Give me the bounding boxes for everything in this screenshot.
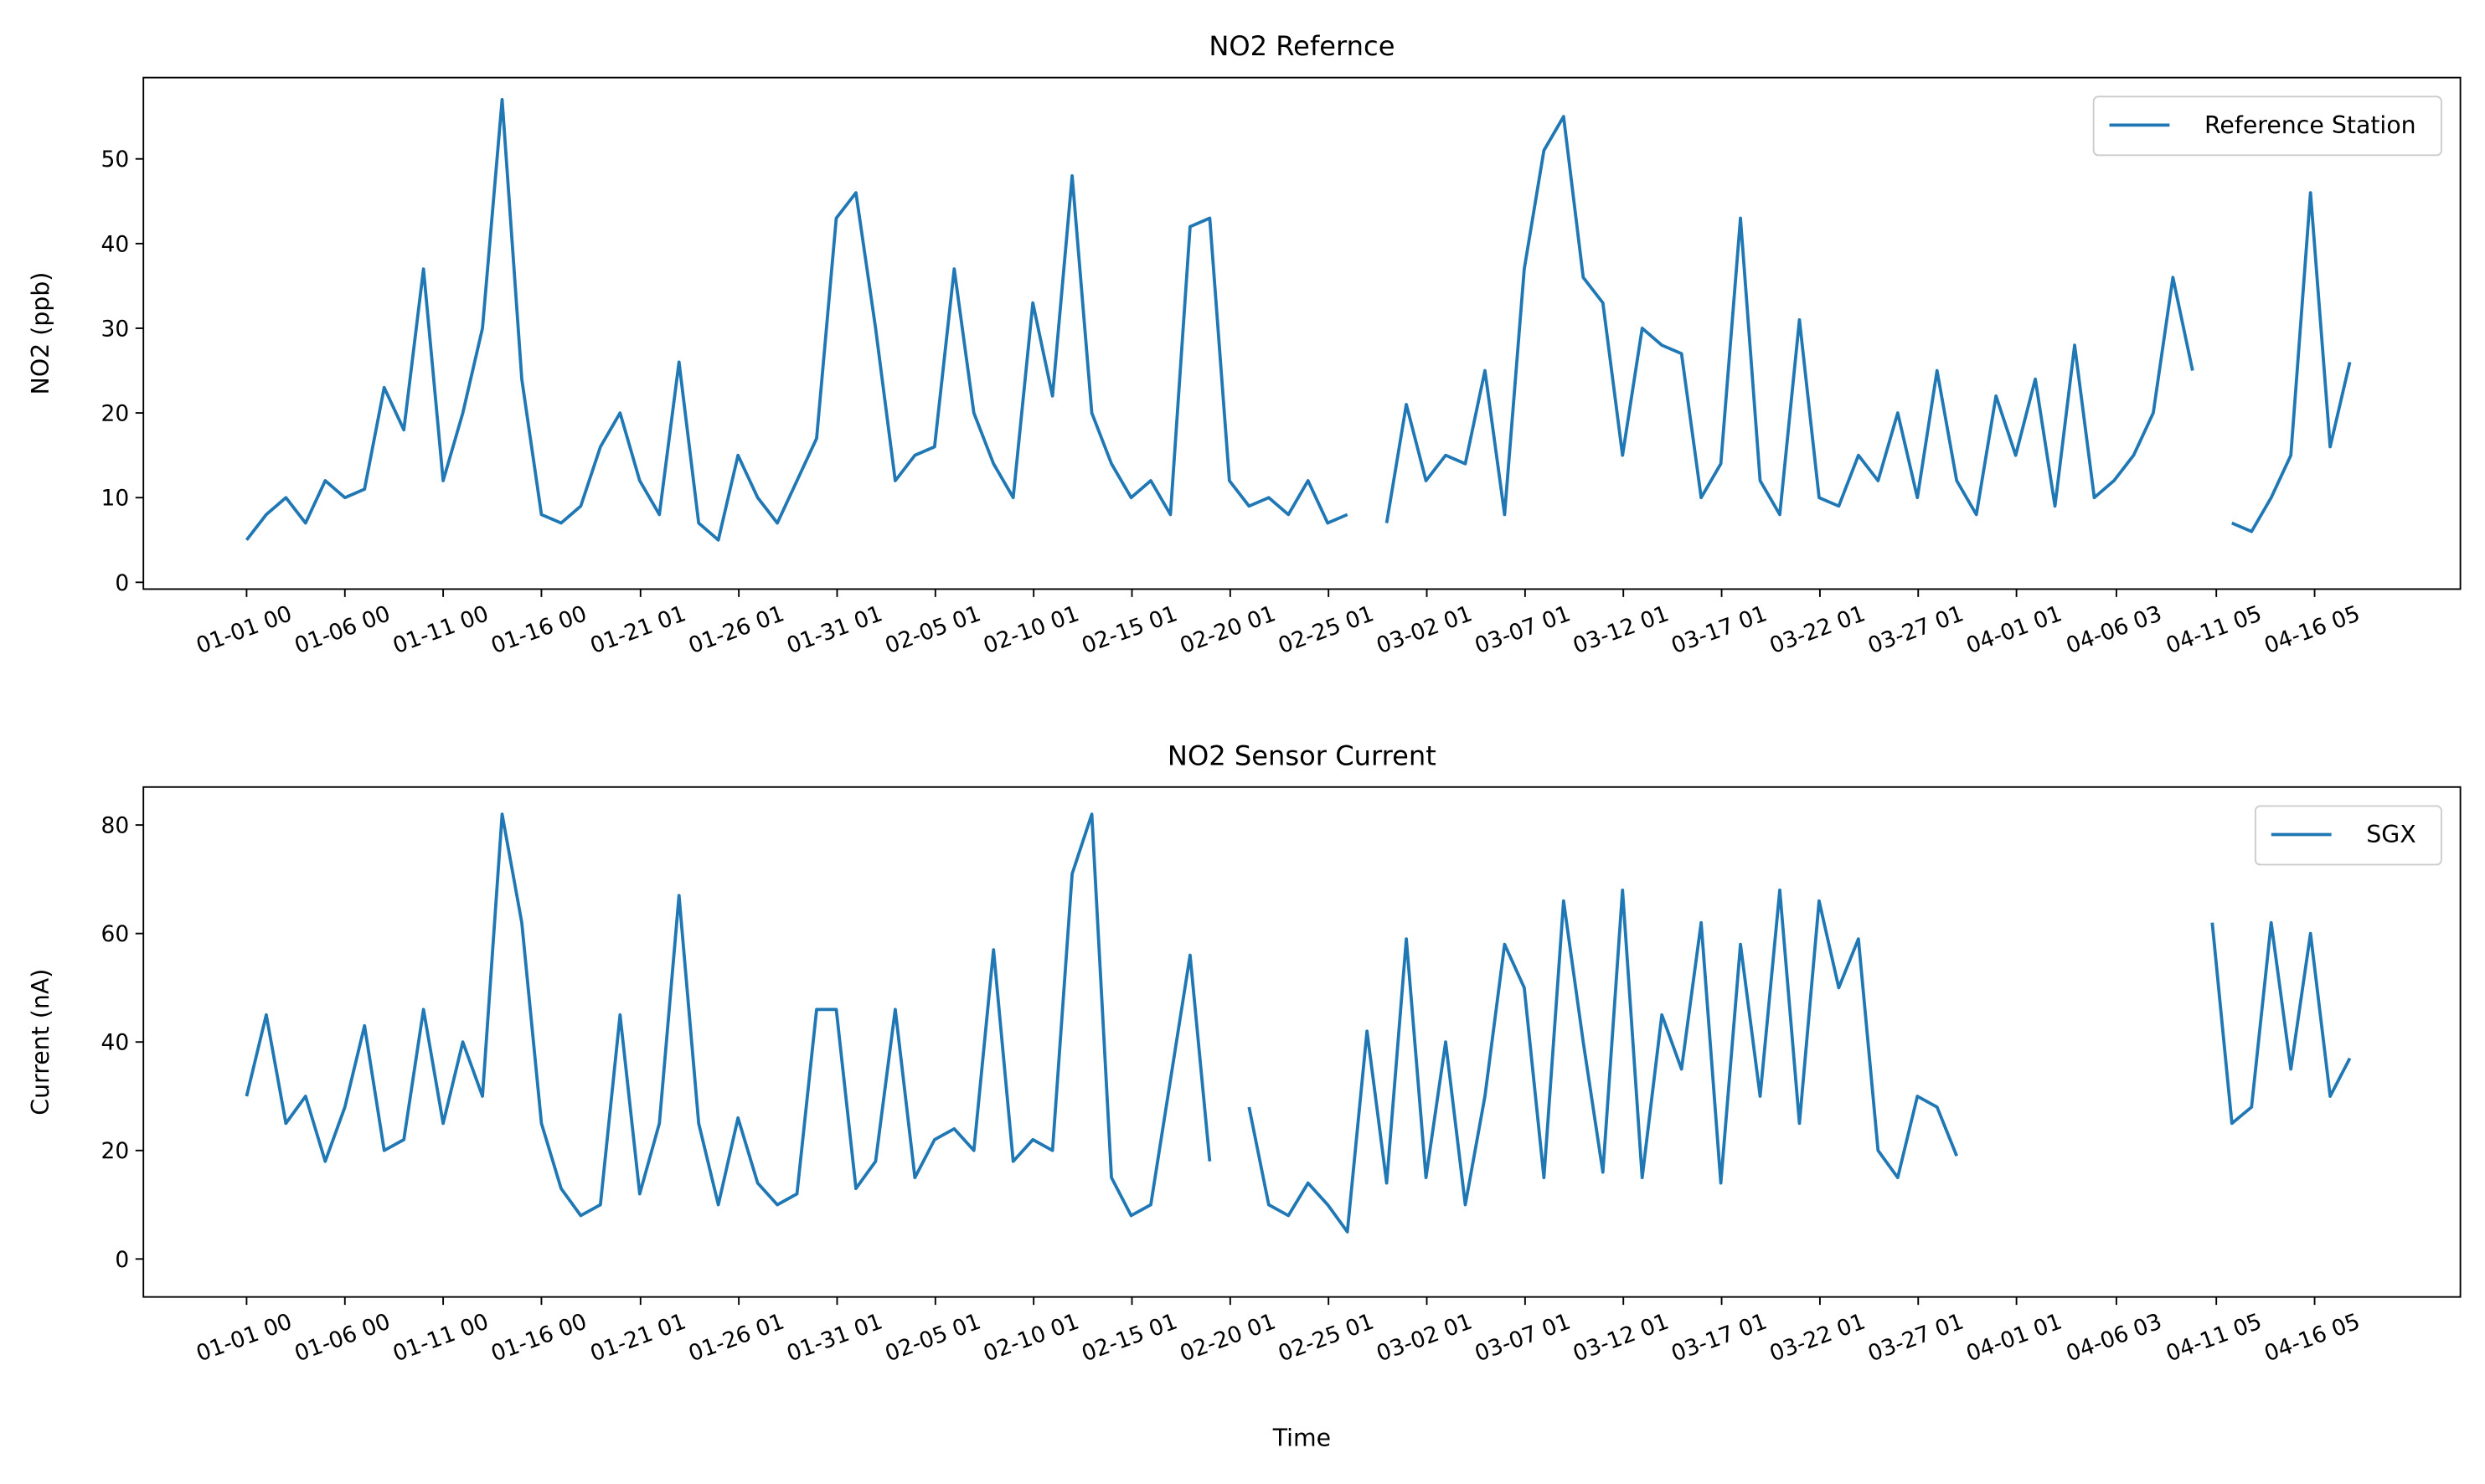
y-tick-label: 50: [101, 147, 130, 173]
y-tick-label: 60: [101, 921, 130, 947]
x-tick-label: 04-06 03: [2063, 600, 2165, 659]
x-tick-label: 02-05 01: [882, 600, 984, 659]
x-tick-label: 01-31 01: [783, 600, 885, 659]
y-tick-label: 40: [101, 231, 130, 257]
x-tick-label: 03-02 01: [1373, 600, 1475, 659]
y-tick-label: 30: [101, 316, 130, 342]
x-tick-label: 01-21 01: [587, 1308, 689, 1367]
legend-label: SGX: [2366, 821, 2415, 848]
x-tick-label: 01-31 01: [783, 1308, 885, 1367]
x-tick-label: 04-16 05: [2261, 1308, 2363, 1367]
x-tick-label: 03-02 01: [1373, 1308, 1475, 1367]
x-tick-label: 02-25 01: [1275, 1308, 1377, 1367]
x-tick-label: 02-15 01: [1078, 600, 1180, 659]
x-tick-label: 03-17 01: [1668, 1308, 1770, 1367]
x-tick-label: 03-17 01: [1668, 600, 1770, 659]
y-axis-label: NO2 (ppb): [27, 272, 54, 395]
y-tick-label: 20: [101, 1138, 130, 1164]
x-tick-label: 03-07 01: [1472, 600, 1574, 659]
x-tick-label: 01-16 00: [487, 1308, 590, 1367]
legend-label: Reference Station: [2204, 111, 2416, 139]
x-tick-label: 01-26 01: [685, 600, 787, 659]
x-tick-label: 01-21 01: [587, 600, 689, 659]
x-tick-label: 04-01 01: [1962, 600, 2065, 659]
legend: Reference Station: [2092, 95, 2442, 157]
x-tick-label: 03-22 01: [1766, 1308, 1869, 1367]
y-tick-label: 80: [101, 813, 130, 839]
y-tick-label: 0: [115, 570, 129, 596]
x-tick-label: 02-15 01: [1078, 1308, 1180, 1367]
x-tick-label: 01-16 00: [487, 600, 590, 659]
x-tick-label: 02-10 01: [980, 600, 1082, 659]
x-tick-label: 01-26 01: [685, 1308, 787, 1367]
x-tick-label: 01-11 00: [389, 600, 492, 659]
x-tick-label: 01-06 00: [291, 1308, 394, 1367]
y-tick-label: 0: [115, 1247, 129, 1273]
y-tick-label: 10: [101, 486, 130, 512]
x-tick-label: 04-06 03: [2063, 1308, 2165, 1367]
data-line: [245, 98, 2352, 542]
y-tick-label: 40: [101, 1030, 130, 1056]
x-tick-label: 04-11 05: [2163, 600, 2265, 659]
x-tick-label: 02-20 01: [1177, 600, 1279, 659]
x-tick-label: 02-25 01: [1275, 600, 1377, 659]
x-tick-label: 01-01 00: [193, 600, 295, 659]
x-tick-label: 03-22 01: [1766, 600, 1869, 659]
x-axis-label: Time: [1272, 1424, 1331, 1451]
x-tick-label: 01-06 00: [291, 600, 394, 659]
legend-frame: [2254, 805, 2442, 866]
x-tick-label: 01-01 00: [193, 1308, 295, 1367]
chart-title: NO2 Sensor Current: [1168, 739, 1436, 771]
x-tick-label: 04-16 05: [2261, 600, 2363, 659]
axes-frame: [142, 76, 2462, 590]
chart-title: NO2 Refernce: [1209, 30, 1395, 62]
data-line: [245, 812, 2352, 1234]
x-tick-label: 02-10 01: [980, 1308, 1082, 1367]
x-tick-label: 03-27 01: [1864, 1308, 1967, 1367]
x-tick-label: 03-27 01: [1864, 600, 1967, 659]
x-tick-label: 01-11 00: [389, 1308, 492, 1367]
y-tick-label: 20: [101, 401, 130, 427]
axes-frame: [142, 786, 2462, 1298]
x-tick-label: 04-11 05: [2163, 1308, 2265, 1367]
x-tick-label: 02-20 01: [1177, 1308, 1279, 1367]
x-tick-label: 03-12 01: [1570, 600, 1672, 659]
x-tick-label: 04-01 01: [1962, 1308, 2065, 1367]
legend: SGX: [2254, 805, 2442, 866]
y-axis-label: Current (nA): [27, 969, 54, 1116]
x-tick-label: 03-12 01: [1570, 1308, 1672, 1367]
x-tick-label: 02-05 01: [882, 1308, 984, 1367]
legend-frame: [2092, 95, 2442, 157]
x-tick-label: 03-07 01: [1472, 1308, 1574, 1367]
